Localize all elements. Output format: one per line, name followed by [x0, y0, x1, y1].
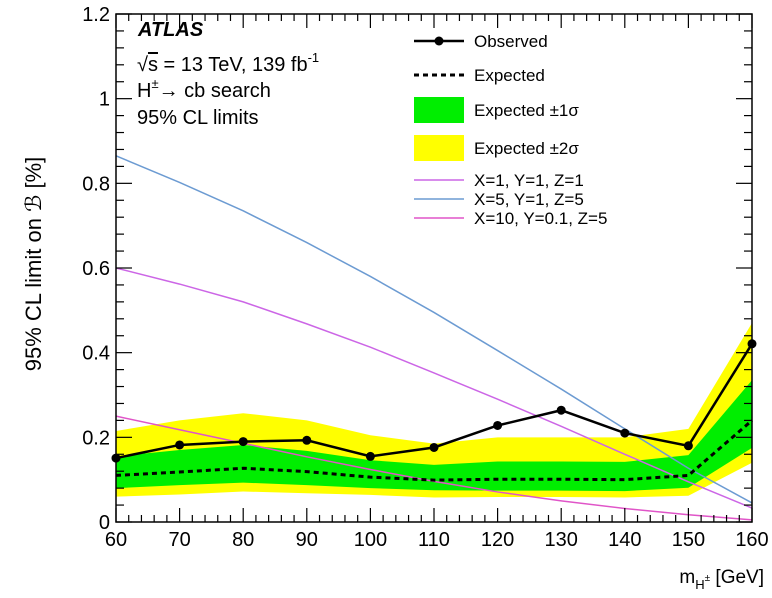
x-tick-label: 140: [608, 529, 641, 551]
y-tick-label: 1: [99, 89, 110, 111]
experiment-label: ATLAS: [137, 19, 204, 41]
x-tick-label: 160: [735, 529, 768, 551]
observed-markers: [111, 339, 757, 463]
energy-lumi-label: √s = 13 TeV, 139 fb-1: [137, 50, 319, 76]
y-tick-label: 1.2: [82, 4, 110, 26]
x-tick-label: 110: [418, 529, 450, 551]
x-tick-label: 70: [168, 529, 190, 551]
legend-swatch-band: [414, 135, 464, 161]
observed-point: [620, 428, 630, 438]
x-tick-label: 90: [296, 529, 318, 551]
legend-label: Expected ±2σ: [474, 139, 579, 158]
y-tick-label: 0.4: [82, 343, 110, 365]
series-line-3: [115, 155, 753, 504]
x-axis-title: mH± [GeV]: [679, 567, 764, 592]
y-tick-label: 0.2: [82, 427, 110, 449]
legend-marker-observed: [434, 36, 444, 46]
legend-label: X=1, Y=1, Z=1: [474, 171, 584, 190]
axis-ticks: [115, 13, 753, 523]
y-tick-label: 0: [99, 512, 110, 534]
observed-point: [683, 441, 693, 451]
observed-point: [302, 435, 312, 445]
x-tick-label: 60: [105, 529, 127, 551]
legend-item: Expected ±2σ: [414, 135, 579, 161]
series-line-2: [115, 267, 753, 509]
legend-item: Expected: [414, 66, 545, 85]
y-tick-label: 0.6: [82, 258, 110, 280]
search-label: H±→ cb search: [137, 76, 271, 102]
expected-bands: [116, 323, 752, 498]
legend-label: Expected ±1σ: [474, 101, 579, 120]
observed-point: [238, 437, 248, 447]
y-tick-label: 0.8: [82, 173, 110, 195]
legend-item: Expected ±1σ: [414, 97, 579, 123]
legend-item: Observed: [414, 32, 548, 51]
legend-label: X=10, Y=0.1, Z=5: [474, 209, 607, 228]
legend-swatch-band: [414, 97, 464, 123]
observed-point: [365, 451, 375, 461]
observed-point: [175, 440, 185, 450]
legend-label: Expected: [474, 66, 545, 85]
observed-point: [429, 442, 439, 452]
info-block: ATLAS √s = 13 TeV, 139 fb-1 H±→ cb searc…: [137, 19, 319, 129]
x-tick-label: 130: [545, 529, 578, 551]
legend-item: X=1, Y=1, Z=1: [414, 171, 584, 190]
observed-point: [493, 420, 503, 430]
legend: Observed Expected Expected ±1σ Expected ±2σ…: [414, 32, 607, 228]
legend-label: X=5, Y=1, Z=5: [474, 190, 584, 209]
band-one-sigma: [116, 380, 752, 492]
legend-item: X=10, Y=0.1, Z=5: [414, 209, 607, 228]
legend-item: X=5, Y=1, Z=5: [414, 190, 584, 209]
series-line-1: [115, 419, 753, 482]
x-tick-label: 150: [672, 529, 705, 551]
x-tick-label: 80: [232, 529, 254, 551]
x-tick-label: 120: [481, 529, 514, 551]
y-axis-title: 95% CL limit on ℬ [%]: [21, 157, 46, 372]
cl-label: 95% CL limits: [137, 107, 259, 129]
legend-label: Observed: [474, 32, 548, 51]
axis-tick-labels: 60 70 80 90 100 110 120 130 140 150 160 0 0.2 0.4 0.6 0…: [82, 4, 769, 551]
observed-point: [556, 405, 566, 415]
x-tick-label: 100: [354, 529, 387, 551]
